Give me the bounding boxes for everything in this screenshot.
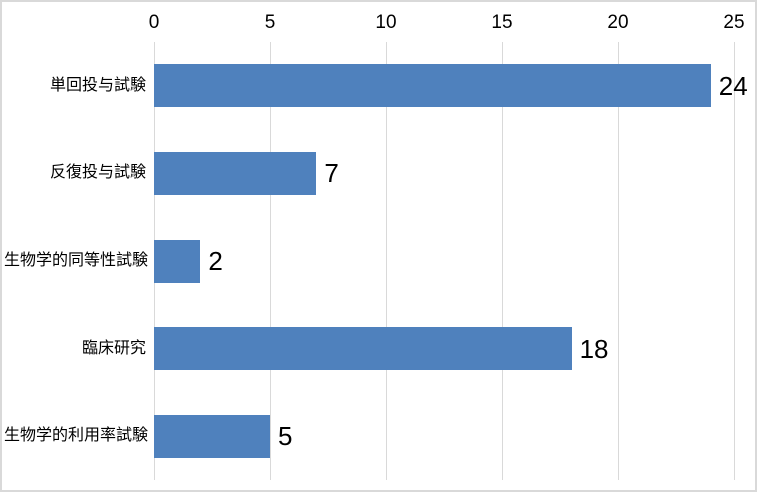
gridline	[270, 42, 271, 480]
bar	[154, 64, 711, 108]
category-label: 単回投与試験	[49, 76, 146, 94]
x-axis-tick-label: 20	[607, 12, 629, 33]
x-axis-tick-label: 0	[148, 12, 160, 33]
x-axis-tick-label: 5	[264, 12, 276, 33]
bar-value-label: 18	[579, 333, 609, 364]
bar	[154, 414, 270, 458]
bar-value-label: 5	[278, 421, 293, 452]
gridline	[734, 42, 735, 480]
gridline	[386, 42, 387, 480]
category-label: 生物学的利用率試験	[4, 427, 149, 445]
x-axis-tick-label: 25	[723, 12, 745, 33]
x-axis-tick-label: 10	[375, 12, 397, 33]
bar-value-label: 2	[208, 246, 223, 276]
x-axis-tick-label: 15	[491, 12, 513, 33]
bar	[154, 151, 317, 195]
bar-value-label: 24	[718, 70, 748, 101]
bar	[154, 239, 201, 283]
category-label: 生物学的同等性試験	[4, 252, 149, 269]
gridline	[502, 42, 503, 480]
bar	[154, 327, 572, 371]
gridline	[618, 42, 619, 480]
category-label: 臨床研究	[81, 339, 146, 357]
bar-value-label: 7	[324, 158, 339, 189]
category-label: 反復投与試験	[49, 164, 146, 182]
